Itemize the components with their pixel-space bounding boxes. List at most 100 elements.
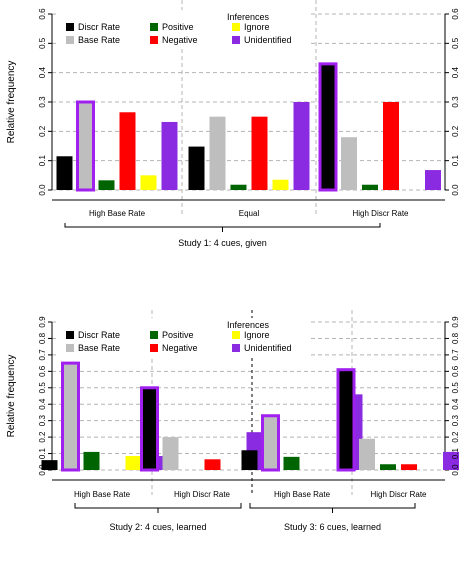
y-axis-title: Relative frequency <box>6 61 17 144</box>
y-tick-label: 0.3 <box>451 415 460 427</box>
y-tick-label: 0.9 <box>38 316 47 328</box>
y-tick-label: 0.4 <box>38 398 47 410</box>
legend-swatch <box>66 23 74 31</box>
bar <box>204 459 221 470</box>
y-tick-label: 0.8 <box>451 332 460 344</box>
bar <box>98 180 115 190</box>
study-bracket <box>249 503 416 509</box>
legend-swatch <box>150 344 158 352</box>
legend-swatch <box>66 344 74 352</box>
y-tick-label: 0.0 <box>451 184 460 196</box>
legend-swatch <box>150 36 158 44</box>
bar <box>425 170 441 190</box>
y-tick-label: 0.5 <box>451 382 460 394</box>
legend-label: Base Rate <box>78 35 120 45</box>
bar <box>188 146 205 190</box>
bar <box>209 116 226 190</box>
legend-swatch <box>66 36 74 44</box>
study-label: Study 2: 4 cues, learned <box>109 522 206 532</box>
y-tick-label: 0.7 <box>38 349 47 361</box>
y-tick-label: 0.2 <box>451 431 460 443</box>
y-tick-label: 0.1 <box>451 447 460 459</box>
y-tick-label: 0.2 <box>38 431 47 443</box>
bar <box>230 184 247 190</box>
legend-label: Discr Rate <box>78 330 120 340</box>
bar <box>119 112 136 190</box>
y-tick-label: 0.5 <box>38 37 47 49</box>
legend-title: Inferences <box>227 320 270 330</box>
bar <box>401 464 417 470</box>
bar <box>336 368 356 472</box>
y-tick-label: 0.7 <box>451 349 460 361</box>
bar <box>383 102 399 190</box>
legend-swatch <box>232 23 240 31</box>
legend-label: Discr Rate <box>78 22 120 32</box>
bar <box>251 116 268 190</box>
y-tick-label: 0.8 <box>38 332 47 344</box>
bar <box>362 184 378 190</box>
bar <box>140 386 159 472</box>
y-tick-label: 0.9 <box>451 316 460 328</box>
y-tick-label: 0.0 <box>451 464 460 476</box>
bar <box>162 437 179 470</box>
bar <box>261 414 280 472</box>
bar <box>76 100 95 192</box>
panel-1 <box>48 0 449 232</box>
legend-title: Inferences <box>227 12 270 22</box>
study-label: Study 3: 6 cues, learned <box>284 522 381 532</box>
y-tick-label: 0.6 <box>38 365 47 377</box>
bar <box>380 464 396 470</box>
legend-swatch <box>150 23 158 31</box>
bar <box>359 438 375 470</box>
y-tick-label: 0.4 <box>451 67 460 79</box>
y-tick-label: 0.1 <box>38 155 47 167</box>
bar <box>83 451 100 470</box>
y-axis-title: Relative frequency <box>6 355 17 438</box>
category-label: Equal <box>239 209 260 218</box>
category-label: High Discr Rate <box>174 490 231 499</box>
bar <box>56 156 73 190</box>
bar <box>41 460 58 470</box>
legend-background <box>58 10 310 48</box>
bar <box>61 361 80 472</box>
legend-label: Ignore <box>244 330 270 340</box>
y-tick-label: 0.4 <box>451 398 460 410</box>
legend-label: Negative <box>162 343 198 353</box>
bar <box>272 179 289 190</box>
y-tick-label: 0.4 <box>38 67 47 79</box>
y-tick-label: 0.5 <box>451 37 460 49</box>
y-tick-label: 0.3 <box>451 96 460 108</box>
legend-label: Base Rate <box>78 343 120 353</box>
y-tick-label: 0.2 <box>38 125 47 137</box>
study-label: Study 1: 4 cues, given <box>178 238 267 248</box>
y-tick-label: 0.1 <box>38 447 47 459</box>
legend-swatch <box>66 331 74 339</box>
legend-background <box>58 318 310 356</box>
y-tick-label: 0.3 <box>38 415 47 427</box>
y-tick-label: 0.6 <box>451 8 460 20</box>
bar <box>161 121 178 190</box>
y-tick-label: 0.6 <box>451 365 460 377</box>
bar <box>241 450 258 470</box>
bar <box>140 175 157 190</box>
legend-label: Unidentified <box>244 35 292 45</box>
bar <box>318 62 338 192</box>
panel-2 <box>41 310 459 513</box>
legend-label: Positive <box>162 330 194 340</box>
bar <box>341 137 357 190</box>
y-tick-label: 0.3 <box>38 96 47 108</box>
category-label: High Base Rate <box>274 490 331 499</box>
legend-swatch <box>232 331 240 339</box>
legend-swatch <box>232 344 240 352</box>
bar <box>293 102 310 190</box>
y-tick-label: 0.0 <box>38 184 47 196</box>
y-tick-label: 0.6 <box>38 8 47 20</box>
y-tick-label: 0.0 <box>38 464 47 476</box>
y-tick-label: 0.5 <box>38 382 47 394</box>
bar <box>125 456 142 470</box>
legend-label: Negative <box>162 35 198 45</box>
category-label: High Discr Rate <box>370 490 427 499</box>
legend-label: Positive <box>162 22 194 32</box>
category-label: High Base Rate <box>89 209 146 218</box>
